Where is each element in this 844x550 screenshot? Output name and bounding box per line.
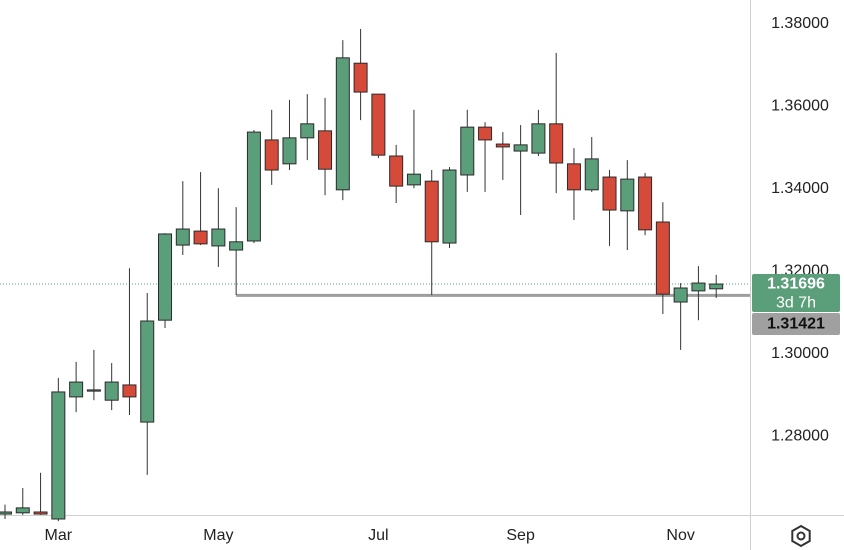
- x-tick-label: Jul: [368, 527, 388, 544]
- candle-body: [318, 130, 333, 170]
- candle-body: [495, 143, 510, 148]
- candle-body: [33, 511, 48, 515]
- candle-body: [460, 126, 475, 176]
- y-tick-label: 1.34000: [771, 180, 829, 197]
- candle-body: [175, 228, 190, 246]
- candle-body: [371, 93, 386, 156]
- candle-body: [691, 282, 706, 292]
- candle-body: [0, 511, 12, 515]
- candle-body: [193, 230, 208, 245]
- candle-body: [478, 126, 493, 141]
- y-tick-label: 1.36000: [771, 98, 829, 115]
- y-tick-label: 1.30000: [771, 345, 829, 362]
- last-price-box: [752, 274, 840, 313]
- candle-body: [353, 62, 368, 93]
- candle-body: [389, 155, 404, 187]
- candle-body: [104, 381, 119, 401]
- candle-body: [158, 233, 173, 321]
- settings-hexagon[interactable]: [791, 524, 811, 548]
- candle-body: [531, 123, 546, 154]
- x-tick-label: Sep: [506, 527, 535, 544]
- candle-body: [638, 176, 653, 231]
- candle-body: [673, 287, 688, 303]
- settings-dot[interactable]: [796, 531, 806, 541]
- candle-body: [229, 241, 244, 251]
- candle-body: [566, 163, 581, 191]
- y-tick-label: 1.28000: [771, 428, 829, 445]
- settings-icon[interactable]: [791, 524, 811, 548]
- level-price-label: 1.31421: [767, 315, 825, 332]
- candle-body: [211, 228, 226, 247]
- candle-body: [300, 123, 315, 139]
- candle-body: [140, 320, 155, 423]
- level-price-box: [752, 313, 840, 336]
- x-tick-label: May: [203, 527, 233, 544]
- candle-body: [709, 283, 724, 290]
- candle-body: [122, 384, 137, 398]
- candle-body: [406, 173, 421, 186]
- candle-body: [424, 180, 439, 243]
- candle-body: [655, 221, 670, 295]
- candle-body: [51, 391, 66, 520]
- candle-body: [15, 507, 30, 514]
- candle-body: [620, 178, 635, 212]
- candle-body: [584, 158, 599, 191]
- candle-body: [513, 144, 528, 152]
- candle-body: [602, 176, 617, 211]
- candle-body: [86, 389, 101, 392]
- candle-body: [69, 381, 84, 398]
- candle-body: [264, 139, 279, 171]
- candle-body: [282, 137, 297, 165]
- countdown-label: 3d 7h: [776, 294, 816, 311]
- x-tick-label: Mar: [45, 527, 73, 544]
- candle-body: [335, 57, 350, 191]
- x-tick-label: Nov: [666, 527, 694, 544]
- candle-body: [549, 123, 564, 164]
- y-tick-label: 1.38000: [771, 15, 829, 32]
- candle-body: [442, 169, 457, 244]
- last-price-label: 1.31696: [767, 275, 825, 292]
- candle-body: [246, 131, 261, 242]
